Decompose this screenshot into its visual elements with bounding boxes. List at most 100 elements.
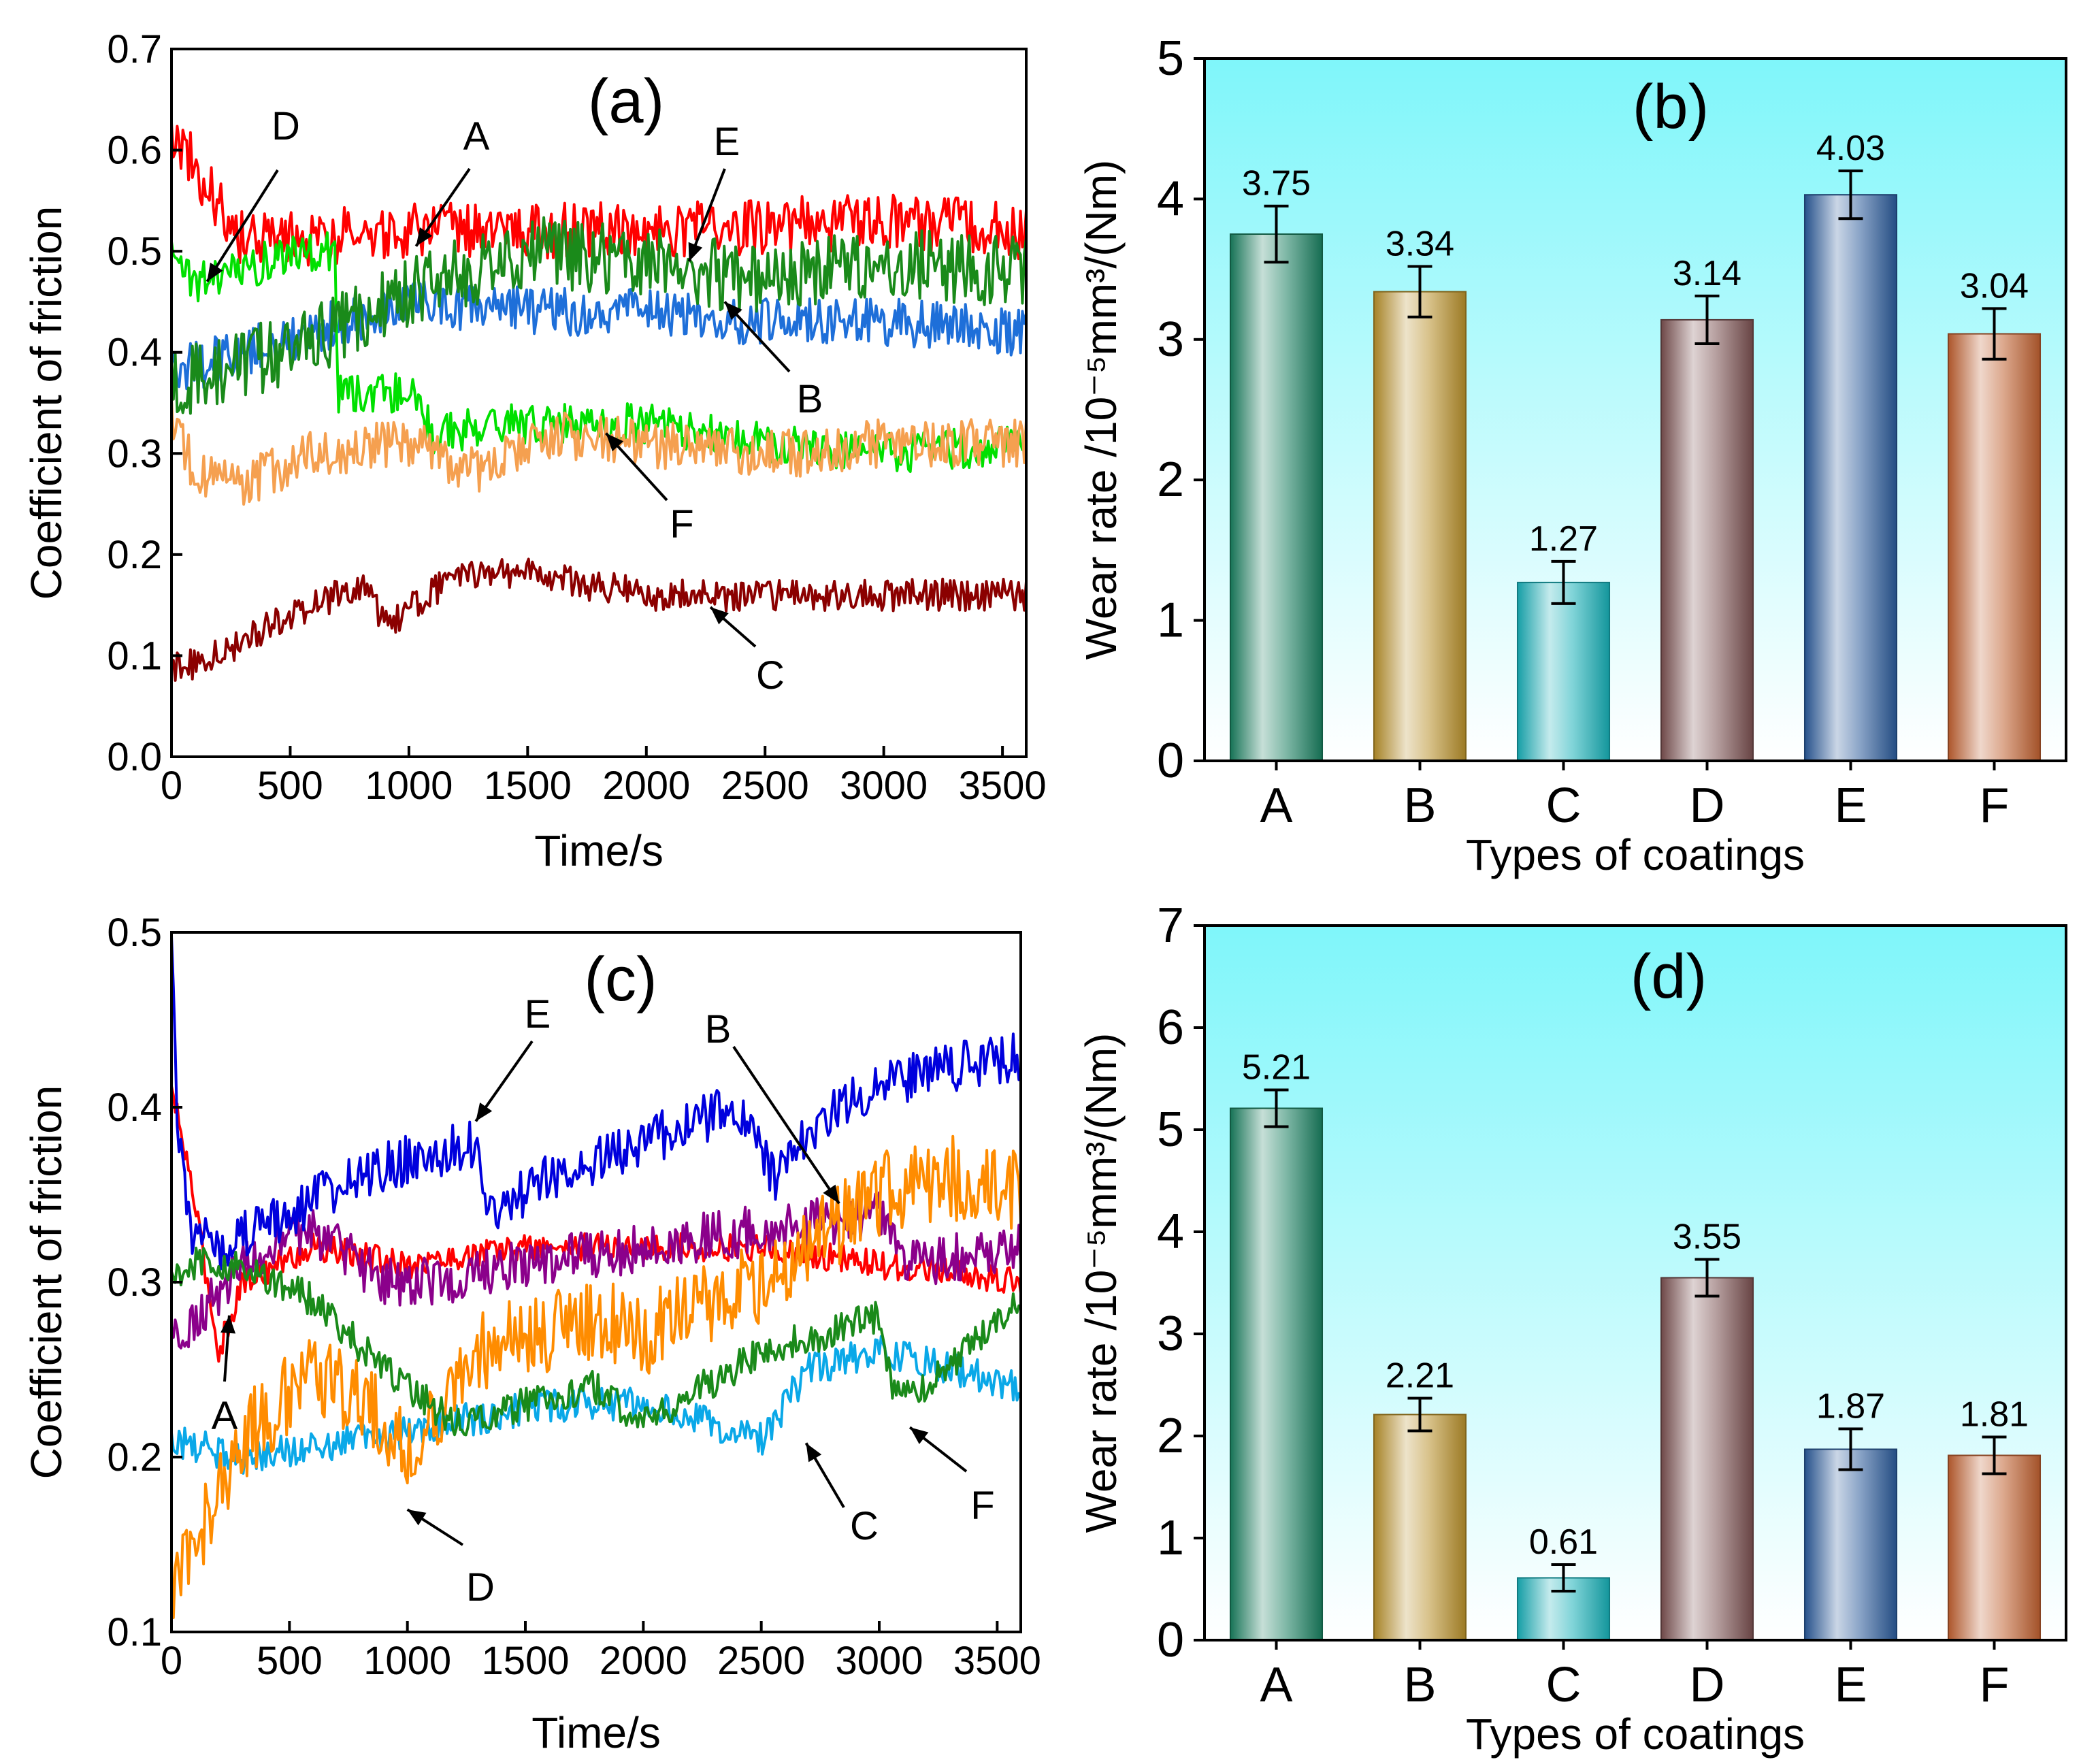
x-tick-label: 1500 (481, 1639, 569, 1683)
x-tick-label: A (1260, 1658, 1292, 1712)
annotation-arrowhead-D (407, 1509, 427, 1526)
y-tick-label: 1 (1157, 1511, 1184, 1565)
x-axis-title: Time/s (534, 826, 664, 875)
bar-C (1516, 581, 1611, 762)
y-tick-label: 0.2 (107, 533, 162, 577)
plot-background (1205, 926, 2066, 1640)
bar-value-label-F: 3.04 (1960, 266, 2029, 306)
y-tick-label: 0.6 (107, 129, 162, 173)
panel-a-chart: 0 500 1000 1500 2000 2500 3000 3500 0.0 0.1 0.2 0.3… (22, 27, 1047, 875)
series-line-E (170, 936, 1022, 1271)
bar-value-label-D: 3.14 (1673, 254, 1741, 293)
panel-label: (b) (1633, 72, 1709, 142)
annotation-label-B: B (705, 1007, 732, 1051)
bar-E (1803, 194, 1898, 762)
plot-frame (1203, 924, 2067, 1642)
x-tick-label: F (1980, 779, 2010, 833)
y-tick-label: 0.2 (107, 1435, 162, 1480)
x-tick-label: D (1690, 1658, 1725, 1712)
annotation-label-C: C (850, 1504, 879, 1548)
series-line-C (170, 1335, 1022, 1475)
plot-frame (1203, 57, 2067, 762)
bar-value-label-A: 3.75 (1242, 164, 1311, 203)
bar-value-label-C: 0.61 (1529, 1522, 1598, 1562)
x-tick-label: 3000 (840, 764, 928, 808)
x-tick-label: B (1403, 779, 1436, 833)
x-tick-label: 2500 (721, 764, 809, 808)
x-tick-label: 500 (257, 764, 323, 808)
x-axis-title: Time/s (531, 1708, 661, 1757)
x-tick-label: 2000 (602, 764, 690, 808)
annotation-label-E: E (525, 992, 551, 1036)
series-line-E (170, 216, 1028, 415)
annotation-arrowhead-F (910, 1427, 929, 1444)
x-tick-label: 2000 (600, 1639, 687, 1683)
series-line-B (170, 280, 1028, 391)
annotation-label-E: E (714, 120, 740, 164)
y-tick-label: 4 (1157, 1205, 1184, 1259)
x-tick-label: 2500 (717, 1639, 805, 1683)
panel-label: (c) (584, 945, 657, 1014)
x-tick-label: F (1980, 1658, 2010, 1712)
plot-background (1205, 59, 2066, 761)
series-line-F (170, 397, 1028, 506)
annotation-arrowhead-A (416, 227, 433, 246)
y-tick-label: 0.7 (107, 27, 162, 71)
x-tick-label: 0 (161, 764, 182, 808)
panel-c-chart: 0 500 1000 1500 2000 2500 3000 3500 0.1 0.2 0.3 0.4… (22, 911, 1041, 1757)
x-tick-label: 3000 (835, 1639, 923, 1683)
x-tick-label: B (1403, 1658, 1436, 1712)
bar-F (1947, 333, 2042, 762)
x-tick-label: E (1834, 1658, 1867, 1712)
annotation-label-F: F (970, 1484, 994, 1528)
annotation-arrowhead-C (710, 607, 729, 625)
y-tick-label: 0.4 (107, 331, 162, 375)
annotation-arrowhead-B (724, 301, 742, 320)
x-tick-label: 1000 (363, 1639, 451, 1683)
y-axis-title: Wear rate /10⁻⁵mm³/(Nm) (1077, 1033, 1126, 1533)
annotation-label-A: A (463, 114, 490, 159)
bar-value-label-B: 2.21 (1386, 1356, 1454, 1396)
y-tick-label: 0.3 (107, 1260, 162, 1305)
x-tick-label: E (1834, 779, 1867, 833)
x-tick-label: 0 (161, 1639, 182, 1683)
x-tick-label: C (1546, 779, 1582, 833)
plot-frame (170, 48, 1028, 758)
annotation-arrow-D (206, 169, 279, 282)
series-line-F (170, 1246, 1022, 1437)
y-tick-label: 0.1 (107, 1610, 162, 1654)
annotation-arrowhead-D (207, 262, 223, 282)
y-axis-title: Coefficient of friction (22, 1085, 71, 1480)
x-tick-label: 3500 (959, 764, 1047, 808)
x-tick-label: 1500 (484, 764, 572, 808)
bar-value-label-E: 1.87 (1816, 1387, 1885, 1426)
annotation-arrowhead-B (823, 1184, 840, 1204)
y-tick-label: 5 (1157, 1102, 1184, 1157)
bar-A (1229, 1107, 1324, 1641)
annotation-label-A: A (212, 1394, 238, 1438)
panel-b-chart: 3.75 A 3.34 B 1.27 C 3.14 D 4.03 E 3.04 F 0 1 2 3 4 5 Type… (1077, 31, 2067, 879)
annotation-arrowhead-F (606, 433, 624, 452)
bar-D (1660, 318, 1754, 762)
y-tick-label: 2 (1157, 453, 1184, 507)
x-tick-label: A (1260, 779, 1292, 833)
panel-label: (d) (1631, 942, 1707, 1011)
annotation-arrowhead-E (476, 1102, 493, 1122)
y-tick-label: 3 (1157, 312, 1184, 367)
y-tick-label: 1 (1157, 593, 1184, 648)
bar-B (1373, 291, 1467, 762)
panel-d-chart: 5.21 A 2.21 B 0.61 C 3.55 D 1.87 E 1.81 F 0 1 2 3 4 5 6 7 Ty… (1077, 898, 2067, 1759)
bar-value-label-B: 3.34 (1386, 224, 1454, 263)
y-tick-label: 0.5 (107, 911, 162, 955)
bar-D (1660, 1277, 1754, 1641)
x-axis-title: Types of coatings (1466, 830, 1805, 879)
annotation-label-D: D (466, 1565, 495, 1610)
annotation-label-D: D (272, 104, 300, 148)
x-tick-label: C (1546, 1658, 1582, 1712)
panel-label: (a) (588, 67, 664, 136)
y-tick-label: 7 (1157, 898, 1184, 953)
bar-value-label-E: 4.03 (1816, 129, 1885, 168)
series-group (170, 936, 1022, 1619)
x-tick-label: 3500 (953, 1639, 1041, 1683)
